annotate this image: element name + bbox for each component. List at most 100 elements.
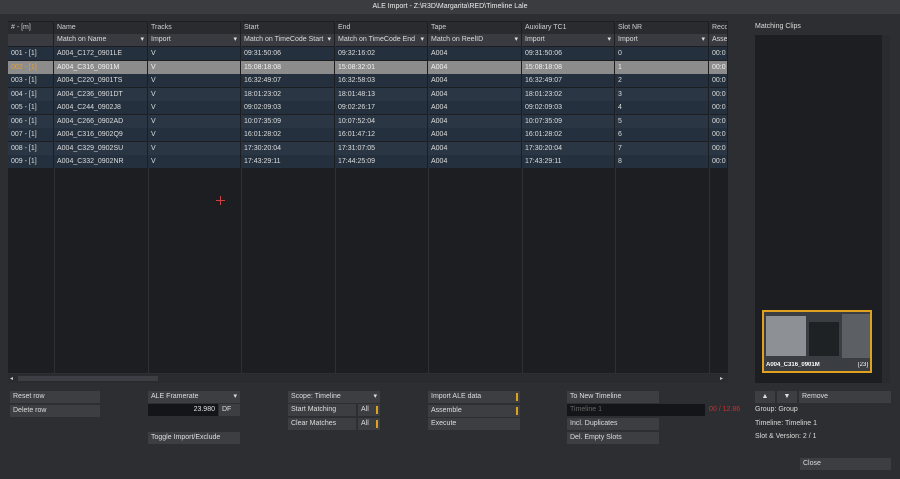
vertical-scrollbar[interactable] (882, 35, 890, 383)
button[interactable]: Import ALE data (428, 391, 520, 403)
column-header[interactable]: Name (54, 22, 147, 34)
scroll-left[interactable]: ◂ (10, 376, 14, 382)
table-cell[interactable]: 00:0 (709, 128, 727, 141)
table-cell[interactable]: V (148, 155, 240, 168)
table-cell[interactable]: V (148, 47, 240, 60)
table-cell[interactable]: 16:01:28:02 (522, 128, 614, 141)
column-filter[interactable]: Match on ReelID ▾ (428, 34, 521, 46)
table-cell[interactable]: 16:01:28:02 (241, 128, 334, 141)
table-cell[interactable]: 00:0 (709, 155, 727, 168)
table-cell[interactable]: V (148, 128, 240, 141)
table-cell[interactable]: 8 (615, 155, 708, 168)
table-cell[interactable]: A004_C316_0901M (54, 60, 147, 74)
table-cell[interactable]: 5 (615, 114, 708, 128)
table-cell[interactable]: 6 (615, 128, 708, 141)
table-cell[interactable]: 006 - [1] (8, 114, 53, 128)
table-cell[interactable]: 18:01:23:02 (241, 87, 334, 101)
table-cell[interactable]: A004 (428, 74, 521, 87)
table-cell[interactable]: 3 (615, 87, 708, 101)
table-cell[interactable]: A004 (428, 60, 521, 74)
table-cell[interactable]: 16:01:47:12 (335, 128, 427, 141)
button[interactable]: Clear Matches (288, 418, 356, 430)
column-filter[interactable]: Import ▾ (615, 34, 708, 46)
table-cell[interactable]: 15:08:18:08 (241, 60, 334, 74)
table-cell[interactable]: 17:30:20:04 (522, 141, 614, 155)
table-cell[interactable]: A004_C236_0901DT (54, 87, 147, 101)
table-cell[interactable]: 007 - [1] (8, 128, 53, 141)
table-cell[interactable]: 17:44:25:09 (335, 155, 427, 168)
toggle[interactable]: All (358, 418, 380, 430)
table-cell[interactable]: 00:0 (709, 74, 727, 87)
button[interactable]: Remove (799, 391, 891, 403)
table-cell[interactable]: 09:02:26:17 (335, 101, 427, 114)
df-toggle[interactable]: DF (219, 404, 240, 416)
table-cell[interactable]: 09:31:50:06 (241, 47, 334, 60)
table-cell[interactable]: V (148, 114, 240, 128)
timeline-name-input[interactable]: Timeline 1 (567, 404, 705, 416)
column-header[interactable]: Tape (428, 22, 521, 34)
table-cell[interactable]: A004_C266_0902AD (54, 114, 147, 128)
table-cell[interactable]: A004 (428, 47, 521, 60)
table-cell[interactable]: A004 (428, 141, 521, 155)
table-cell[interactable]: 17:43:29:11 (522, 155, 614, 168)
toggle[interactable]: All (358, 404, 380, 416)
button[interactable]: Incl. Duplicates (567, 418, 659, 430)
table-cell[interactable]: A004 (428, 87, 521, 101)
table-cell[interactable]: 005 - [1] (8, 101, 53, 114)
column-header[interactable]: End (335, 22, 427, 34)
button[interactable]: Toggle Import/Exclude (148, 432, 240, 444)
table-cell[interactable]: 18:01:48:13 (335, 87, 427, 101)
button[interactable]: Assemble (428, 405, 520, 417)
table-cell[interactable]: 00:0 (709, 114, 727, 128)
table-cell[interactable]: 09:31:50:06 (522, 47, 614, 60)
column-header[interactable]: # - [m] (8, 22, 53, 34)
scroll-thumb[interactable] (18, 376, 158, 381)
column-filter[interactable]: Import ▾ (148, 34, 240, 46)
button[interactable]: Del. Empty Slots (567, 432, 659, 444)
table-cell[interactable]: 4 (615, 101, 708, 114)
column-filter[interactable]: Asse (709, 34, 727, 46)
table-cell[interactable]: 008 - [1] (8, 141, 53, 155)
table-cell[interactable]: 16:32:58:03 (335, 74, 427, 87)
table-cell[interactable]: V (148, 74, 240, 87)
column-filter[interactable] (8, 34, 53, 46)
table-cell[interactable]: V (148, 87, 240, 101)
column-header[interactable]: Tracks (148, 22, 240, 34)
column-header[interactable]: Slot NR (615, 22, 708, 34)
table-cell[interactable]: 7 (615, 141, 708, 155)
table-cell[interactable]: V (148, 101, 240, 114)
table-cell[interactable]: 10:07:52:04 (335, 114, 427, 128)
column-header[interactable]: Reco (709, 22, 727, 34)
table-cell[interactable]: 001 - [1] (8, 47, 53, 60)
button[interactable]: Start Matching (288, 404, 356, 416)
table-cell[interactable]: A004 (428, 128, 521, 141)
table-cell[interactable]: 18:01:23:02 (522, 87, 614, 101)
button[interactable]: Reset row (10, 391, 100, 403)
clip-thumbnail[interactable]: A004_C316_0901M [23] (762, 310, 872, 373)
table-cell[interactable]: A004_C220_0901TS (54, 74, 147, 87)
table-cell[interactable]: 0 (615, 47, 708, 60)
table-cell[interactable]: A004_C329_0902SU (54, 141, 147, 155)
move-up[interactable]: ▲ (755, 391, 775, 403)
framerate-field[interactable]: 23.980 (148, 404, 218, 416)
table-cell[interactable]: A004_C172_0901LE (54, 47, 147, 60)
column-filter[interactable]: Match on TimeCode End ▾ (335, 34, 427, 46)
table-cell[interactable]: 10:07:35:09 (241, 114, 334, 128)
table-cell[interactable]: A004_C244_0902J8 (54, 101, 147, 114)
table-cell[interactable]: 009 - [1] (8, 155, 53, 168)
dropdown[interactable]: ALE Framerate ▾ (148, 391, 240, 403)
column-filter[interactable]: Match on TimeCode Start ▾ (241, 34, 334, 46)
table-cell[interactable]: 00:0 (709, 60, 727, 74)
table-cell[interactable]: 16:32:49:07 (522, 74, 614, 87)
table-cell[interactable]: 09:02:09:03 (241, 101, 334, 114)
table-cell[interactable]: 17:30:20:04 (241, 141, 334, 155)
table-cell[interactable]: A004 (428, 101, 521, 114)
table-cell[interactable]: 15:08:18:08 (522, 60, 614, 74)
table-cell[interactable]: V (148, 141, 240, 155)
table-cell[interactable]: 09:02:09:03 (522, 101, 614, 114)
move-down[interactable]: ▼ (777, 391, 797, 403)
scroll-right[interactable]: ▸ (720, 376, 724, 382)
button[interactable]: To New Timeline (567, 391, 659, 403)
table-cell[interactable]: A004 (428, 155, 521, 168)
table-cell[interactable]: A004_C316_0902Q9 (54, 128, 147, 141)
